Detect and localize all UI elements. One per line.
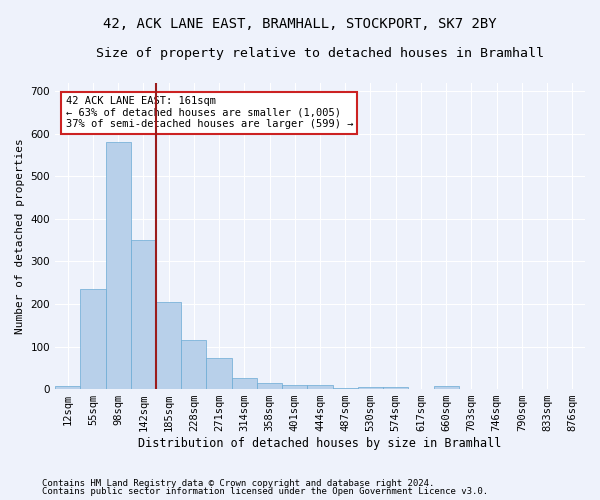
- Bar: [232, 378, 257, 389]
- Bar: [257, 383, 282, 389]
- Bar: [332, 388, 358, 389]
- Text: Contains public sector information licensed under the Open Government Licence v3: Contains public sector information licen…: [42, 487, 488, 496]
- Bar: [106, 142, 131, 389]
- Bar: [358, 386, 383, 389]
- Text: Contains HM Land Registry data © Crown copyright and database right 2024.: Contains HM Land Registry data © Crown c…: [42, 478, 434, 488]
- Bar: [282, 385, 307, 389]
- Text: 42 ACK LANE EAST: 161sqm
← 63% of detached houses are smaller (1,005)
37% of sem: 42 ACK LANE EAST: 161sqm ← 63% of detach…: [65, 96, 353, 130]
- X-axis label: Distribution of detached houses by size in Bramhall: Distribution of detached houses by size …: [139, 437, 502, 450]
- Bar: [131, 240, 156, 389]
- Title: Size of property relative to detached houses in Bramhall: Size of property relative to detached ho…: [96, 48, 544, 60]
- Bar: [307, 385, 332, 389]
- Bar: [181, 340, 206, 389]
- Bar: [434, 386, 459, 389]
- Y-axis label: Number of detached properties: Number of detached properties: [15, 138, 25, 334]
- Text: 42, ACK LANE EAST, BRAMHALL, STOCKPORT, SK7 2BY: 42, ACK LANE EAST, BRAMHALL, STOCKPORT, …: [103, 18, 497, 32]
- Bar: [80, 290, 106, 389]
- Bar: [206, 358, 232, 389]
- Bar: [55, 386, 80, 389]
- Bar: [383, 386, 409, 389]
- Bar: [156, 302, 181, 389]
